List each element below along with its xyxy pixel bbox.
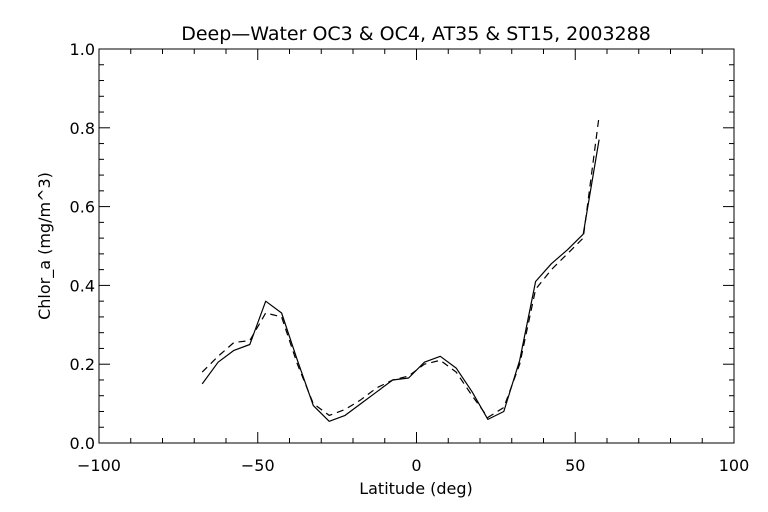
x-tick-label: −100 bbox=[77, 456, 121, 475]
chart-title: Deep—Water OC3 & OC4, AT35 & ST15, 20032… bbox=[181, 23, 651, 45]
plot-frame bbox=[98, 48, 735, 444]
series-line-solid bbox=[201, 139, 600, 422]
y-axis-label: Chlor_a (mg/m^3) bbox=[35, 172, 55, 320]
series-group bbox=[201, 115, 600, 422]
x-tick-label: 0 bbox=[411, 456, 421, 475]
y-tick-label: 0.4 bbox=[70, 276, 95, 295]
series-line-dashed bbox=[201, 115, 600, 418]
x-axis-label: Latitude (deg) bbox=[359, 479, 473, 498]
x-ticks: −100 −50 0 50 100 bbox=[77, 49, 749, 475]
x-tick-label: −50 bbox=[241, 456, 275, 475]
y-ticks: 0.0 0.2 0.4 0.6 0.8 1.0 bbox=[70, 40, 734, 453]
y-tick-label: 0.0 bbox=[70, 434, 95, 453]
x-tick-label: 50 bbox=[565, 456, 585, 475]
y-tick-label: 0.8 bbox=[70, 119, 95, 138]
y-tick-label: 1.0 bbox=[70, 40, 95, 59]
y-tick-label: 0.2 bbox=[70, 355, 95, 374]
y-tick-label: 0.6 bbox=[70, 198, 95, 217]
x-tick-label: 100 bbox=[719, 456, 750, 475]
